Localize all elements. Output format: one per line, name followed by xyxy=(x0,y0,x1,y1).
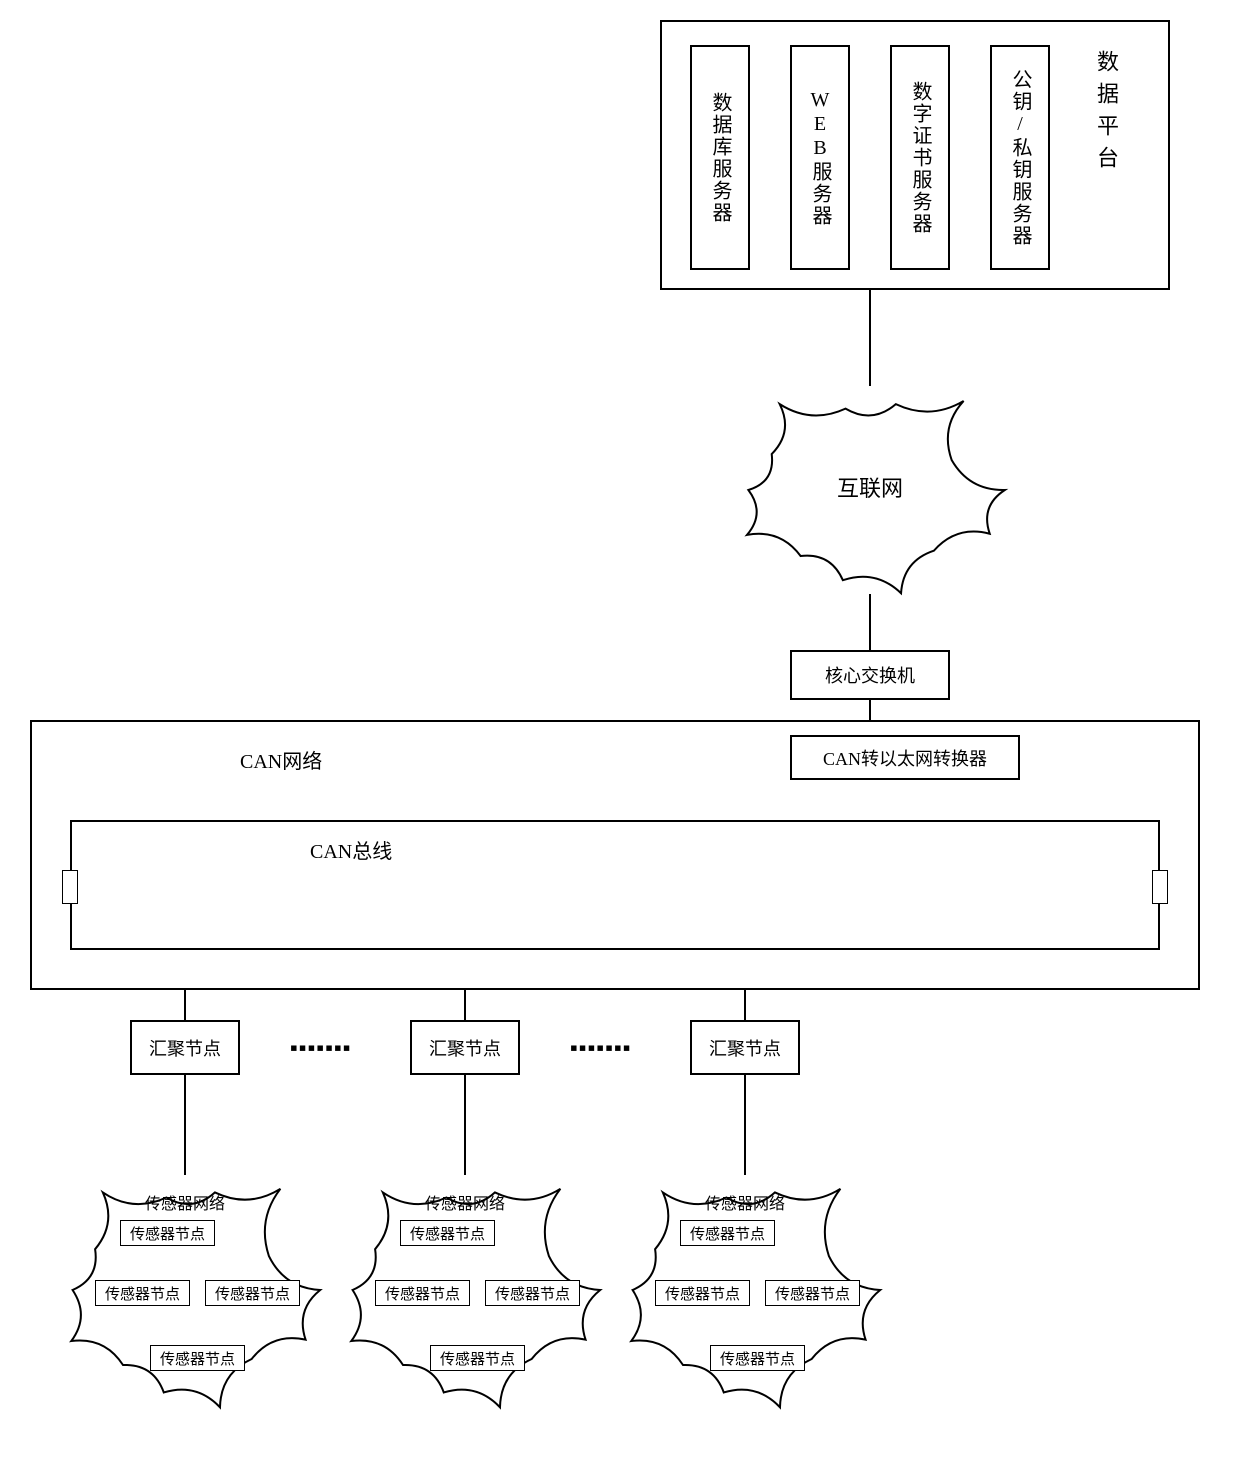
sensor-node-box: 传感器节点 xyxy=(655,1280,750,1306)
aggregation-node-label: 汇聚节点 xyxy=(709,1035,781,1061)
cert-server-box: 数字证书服务器 xyxy=(890,45,950,270)
sensor-node-box: 传感器节点 xyxy=(205,1280,300,1306)
core-switch-label: 核心交换机 xyxy=(825,662,915,688)
aggregation-node-label: 汇聚节点 xyxy=(149,1035,221,1061)
bus-terminator-right xyxy=(1152,870,1168,904)
sensor-node-box: 传感器节点 xyxy=(680,1220,775,1246)
platform-title: 数据平台 xyxy=(1090,50,1122,178)
can-bus-box xyxy=(70,820,1160,950)
aggregation-node-label: 汇聚节点 xyxy=(429,1035,501,1061)
ellipsis-icon: ▪▪▪▪▪▪▪ xyxy=(570,1035,632,1061)
key-server-label: 公钥/私钥服务器 xyxy=(1008,69,1032,247)
bus-terminator-left xyxy=(62,870,78,904)
can-network-label: CAN网络 xyxy=(240,745,322,774)
converter-label: CAN转以太网转换器 xyxy=(823,745,987,771)
cert-server-label: 数字证书服务器 xyxy=(908,81,932,235)
sensor-node-box: 传感器节点 xyxy=(95,1280,190,1306)
ellipsis-icon: ▪▪▪▪▪▪▪ xyxy=(290,1035,352,1061)
can-bus-label: CAN总线 xyxy=(310,835,392,864)
aggregation-node-box: 汇聚节点 xyxy=(410,1020,520,1075)
sensor-node-box: 传感器节点 xyxy=(430,1345,525,1371)
db-server-box: 数据库服务器 xyxy=(690,45,750,270)
can-ethernet-converter-box: CAN转以太网转换器 xyxy=(790,735,1020,780)
db-server-label: 数据库服务器 xyxy=(708,92,732,224)
sensor-node-box: 传感器节点 xyxy=(485,1280,580,1306)
sensor-node-box: 传感器节点 xyxy=(400,1220,495,1246)
sensor-network-label: 传感器网络 xyxy=(145,1190,225,1214)
web-server-box: WEB服务器 xyxy=(790,45,850,270)
sensor-node-box: 传感器节点 xyxy=(710,1345,805,1371)
core-switch-box: 核心交换机 xyxy=(790,650,950,700)
svg-text:互联网: 互联网 xyxy=(837,476,903,501)
aggregation-node-box: 汇聚节点 xyxy=(130,1020,240,1075)
sensor-network-label: 传感器网络 xyxy=(425,1190,505,1214)
web-server-label: WEB服务器 xyxy=(808,89,832,227)
sensor-node-box: 传感器节点 xyxy=(120,1220,215,1246)
key-server-box: 公钥/私钥服务器 xyxy=(990,45,1050,270)
sensor-network-label: 传感器网络 xyxy=(705,1190,785,1214)
sensor-node-box: 传感器节点 xyxy=(150,1345,245,1371)
sensor-node-box: 传感器节点 xyxy=(765,1280,860,1306)
aggregation-node-box: 汇聚节点 xyxy=(690,1020,800,1075)
sensor-node-box: 传感器节点 xyxy=(375,1280,470,1306)
